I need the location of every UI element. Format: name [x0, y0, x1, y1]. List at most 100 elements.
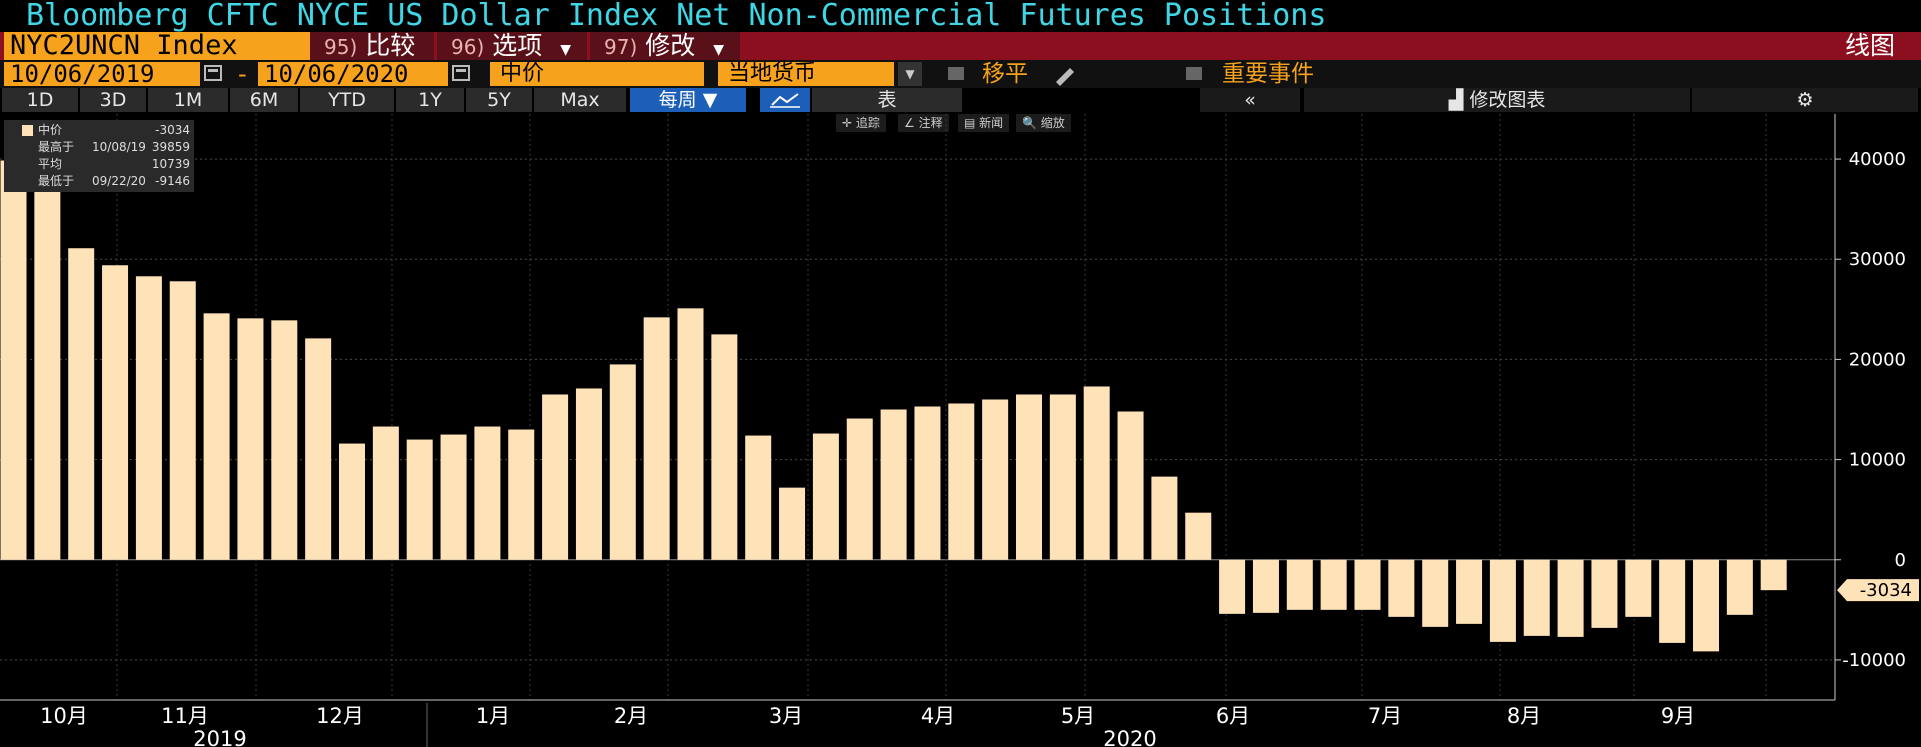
legend-date: 09/22/20: [92, 174, 146, 188]
bar: [575, 388, 602, 560]
bar: [711, 334, 738, 560]
bar: [169, 281, 196, 560]
bar: [1760, 559, 1787, 591]
y-tick-label: 30000: [1849, 249, 1906, 270]
line-chart-icon[interactable]: [760, 88, 810, 112]
bar: [0, 160, 27, 560]
bar: [982, 399, 1009, 560]
legend-date: 10/08/19: [92, 140, 146, 154]
bar: [745, 435, 772, 560]
x-tick-label: 1月: [476, 704, 510, 728]
news-tool[interactable]: ▤ 新闻: [958, 114, 1010, 132]
bar: [271, 320, 298, 560]
bar: [1151, 476, 1178, 560]
bar: [1422, 559, 1449, 627]
gear-icon[interactable]: ⚙: [1692, 88, 1918, 112]
bar: [1659, 559, 1686, 643]
bar: [1591, 559, 1618, 628]
bar: [1693, 559, 1719, 652]
bar: [1049, 394, 1076, 560]
bar: [474, 426, 501, 560]
legend-value: -9146: [155, 174, 190, 188]
shift-checkbox[interactable]: [948, 67, 964, 80]
bar: [135, 276, 162, 560]
bar: [34, 184, 61, 560]
x-tick-label: 10月: [40, 704, 88, 728]
edit-chart-button[interactable]: ▟ 修改图表: [1304, 88, 1690, 112]
y-tick-label: 40000: [1849, 149, 1906, 170]
calendar-icon[interactable]: [452, 65, 470, 81]
bar: [1456, 559, 1483, 624]
frequency-select[interactable]: 每周 ▼: [630, 88, 746, 112]
last-value-tag: [1837, 579, 1919, 602]
chevron-down-icon[interactable]: ▼: [898, 62, 922, 86]
collapse-button[interactable]: «: [1200, 88, 1300, 112]
bar: [1117, 411, 1144, 560]
chart-settings-icon: ▟: [1448, 89, 1470, 111]
bar: [1252, 559, 1279, 613]
legend-row-mid: 中价 -3034: [4, 122, 194, 138]
chart-title: Bloomberg CFTC NYCE US Dollar Index Net …: [26, 0, 1327, 33]
x-tick-label: 4月: [921, 704, 955, 728]
legend-label: 最高于: [38, 140, 75, 154]
bar: [305, 338, 332, 560]
legend-row-avg: 平均 10739: [4, 156, 194, 172]
bar: [372, 426, 399, 560]
bar: [1286, 559, 1313, 610]
period-6m[interactable]: 6M: [230, 88, 298, 112]
period-5y[interactable]: 5Y: [466, 88, 532, 112]
events-label: 重要事件: [1222, 61, 1314, 87]
table-button[interactable]: 表: [812, 88, 962, 112]
chevron-down-icon: ▼: [560, 42, 572, 58]
period-ytd[interactable]: YTD: [300, 88, 394, 112]
compare-number: 95): [324, 35, 358, 59]
bar: [643, 317, 670, 560]
crosshair-tool[interactable]: ✛ 追踪: [836, 114, 886, 132]
bar: [68, 248, 95, 560]
bar: [1489, 559, 1516, 642]
shift-label: 移平: [982, 61, 1028, 87]
modify-number: 97): [604, 35, 638, 59]
x-tick-label: 5月: [1061, 704, 1095, 728]
period-1d[interactable]: 1D: [2, 88, 78, 112]
bar: [1219, 559, 1246, 614]
price-field-select[interactable]: 中价: [490, 62, 704, 86]
options-button[interactable]: 96) 选项 ▼: [437, 32, 587, 60]
x-tick-label: 6月: [1216, 704, 1250, 728]
bar: [1557, 559, 1584, 637]
legend-value: 39859: [151, 140, 190, 154]
bar: [1083, 386, 1110, 560]
chart-type-label[interactable]: 线图: [1844, 31, 1895, 60]
bar: [203, 313, 230, 560]
period-3d[interactable]: 3D: [80, 88, 146, 112]
events-checkbox[interactable]: [1186, 67, 1202, 80]
legend-label: 最低于: [38, 174, 75, 188]
period-1y[interactable]: 1Y: [396, 88, 464, 112]
bar: [677, 308, 704, 560]
modify-button[interactable]: 97) 修改 ▼: [590, 32, 740, 60]
bar: [1523, 559, 1550, 636]
start-date-field[interactable]: 10/06/2019: [4, 62, 200, 86]
bar: [237, 318, 264, 560]
annotate-tool[interactable]: ∠ 注释: [898, 114, 949, 132]
legend-value: 10739: [151, 157, 190, 171]
x-tick-label: 8月: [1507, 704, 1541, 728]
currency-select[interactable]: 当地货币: [718, 62, 894, 86]
bar: [1320, 559, 1347, 610]
compare-button[interactable]: 95) 比较: [310, 32, 434, 60]
y-tick-label: 20000: [1849, 349, 1906, 370]
bar: [406, 439, 433, 560]
period-1m[interactable]: 1M: [148, 88, 228, 112]
legend-swatch: [22, 125, 33, 136]
period-max[interactable]: Max: [534, 88, 626, 112]
end-date-field[interactable]: 10/06/2020: [258, 62, 448, 86]
bar: [542, 394, 569, 560]
bar: [880, 409, 907, 560]
x-tick-label: 3月: [769, 704, 803, 728]
bar: [1016, 394, 1042, 560]
x-tick-label: 7月: [1368, 704, 1402, 728]
zoom-tool[interactable]: 🔍 缩放: [1016, 114, 1071, 132]
bar: [102, 265, 129, 560]
calendar-icon[interactable]: [204, 65, 222, 81]
